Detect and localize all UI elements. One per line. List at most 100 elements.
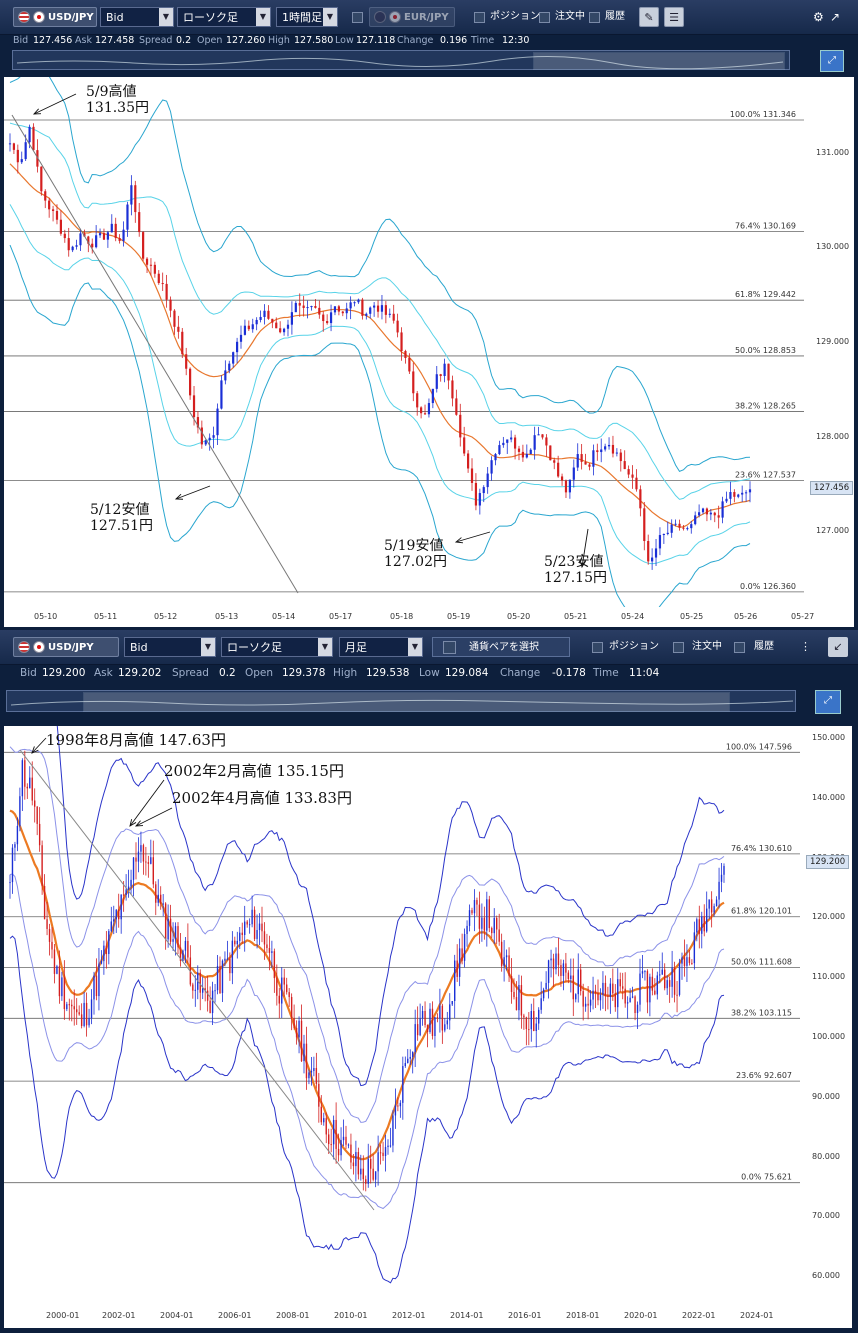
candle-body <box>419 1018 421 1036</box>
indicator-list-icon[interactable]: ☰ <box>664 7 684 27</box>
candle-body <box>221 960 224 994</box>
x-tick-label: 05-24 <box>621 612 645 621</box>
candle-body <box>513 991 515 998</box>
candle-body <box>164 903 167 940</box>
candle-body <box>181 331 184 355</box>
candle-body <box>19 796 21 826</box>
price-chart-area[interactable]: 100.0% 147.596 76.4% 130.610 61.8% 120.101… <box>4 726 800 1306</box>
candle-body <box>541 434 544 438</box>
candle-body <box>278 995 280 1004</box>
zoom-button[interactable]: ⤢ <box>815 690 841 714</box>
candle-body <box>293 1018 295 1028</box>
candle-body <box>28 126 31 143</box>
period-dropdown[interactable]: 月足 ▼ <box>339 637 423 657</box>
candle-body <box>629 997 631 1003</box>
chart-type-dropdown[interactable]: ローソク足 ▼ <box>221 637 333 657</box>
candle-body <box>177 326 180 332</box>
candle-body <box>382 1152 384 1157</box>
arrowhead-icon <box>454 537 464 544</box>
candle-body <box>488 899 490 929</box>
candle-body <box>130 185 133 205</box>
candle-body <box>510 975 513 992</box>
candle-body <box>656 975 658 995</box>
orders-checkbox[interactable] <box>539 12 550 23</box>
candle-body <box>369 307 372 314</box>
fib-label-4: 38.2% 103.115 <box>731 1008 792 1017</box>
candle-body <box>276 978 278 996</box>
chart-navigator[interactable] <box>12 50 790 70</box>
candle-body <box>661 969 663 975</box>
candle-body <box>439 374 442 377</box>
price-chart-area[interactable]: 100.0% 131.346 76.4% 130.169 61.8% 129.442… <box>4 77 804 607</box>
change-value: 0.196 <box>440 35 468 46</box>
compare-symbol-selector[interactable]: EUR/JPY <box>369 7 455 27</box>
zoom-button[interactable]: ⤢ <box>820 50 844 72</box>
candle-body <box>244 921 246 935</box>
candle-body <box>122 894 125 896</box>
y-tick-label: 150.000 <box>812 732 846 742</box>
x-tick-label: 2020-01 <box>624 1311 658 1320</box>
candle-body <box>444 1024 446 1031</box>
drawing-tool-icon[interactable]: ✎ <box>639 7 659 27</box>
candle-body <box>420 407 423 414</box>
candle-body <box>100 961 103 964</box>
candle-body <box>214 990 216 992</box>
x-tick-label: 2002-01 <box>102 1311 136 1320</box>
period-dropdown[interactable]: 1時間足 ▼ <box>276 7 338 27</box>
chart-type-dropdown[interactable]: ローソク足 ▼ <box>177 7 271 27</box>
candle-body <box>681 957 683 964</box>
candle-body <box>500 941 503 967</box>
positions-checkbox[interactable] <box>592 642 603 653</box>
compare-checkbox[interactable] <box>352 12 363 23</box>
candle-body <box>678 963 681 995</box>
candle-body <box>90 999 93 1019</box>
history-checkbox[interactable] <box>589 12 600 23</box>
history-checkbox[interactable] <box>734 642 745 653</box>
fib-label-3: 50.0% 111.608 <box>731 958 792 967</box>
candle-body <box>337 1148 340 1156</box>
candle-body <box>251 909 253 925</box>
candle-body <box>545 982 547 990</box>
candle-body <box>273 951 276 979</box>
candle-body <box>63 977 66 1010</box>
candle-body <box>325 1118 327 1135</box>
candle-body <box>31 777 33 801</box>
navigator-window[interactable] <box>533 52 785 70</box>
candle-body <box>142 232 145 259</box>
candle-body <box>259 316 262 320</box>
pair-select-checkbox[interactable] <box>443 641 456 654</box>
candle-body <box>535 1023 537 1031</box>
orders-label: 注文中 <box>692 641 722 652</box>
bollinger-band-4 <box>9 809 725 1161</box>
candle-body <box>157 894 159 903</box>
candle-body <box>353 302 356 304</box>
chart-navigator[interactable] <box>6 690 796 712</box>
hourly-candlestick-chart[interactable]: 100.0% 131.346 76.4% 130.169 61.8% 129.442… <box>4 77 804 607</box>
symbol-selector[interactable]: USD/JPY <box>13 637 119 657</box>
monthly-candlestick-chart[interactable]: 100.0% 147.596 76.4% 130.610 61.8% 120.101… <box>4 726 800 1306</box>
symbol-selector[interactable]: USD/JPY <box>13 7 97 27</box>
candle-body <box>431 388 434 404</box>
candle-body <box>683 957 686 966</box>
popout-icon[interactable]: ↗ <box>830 10 841 24</box>
candle-body <box>545 437 548 446</box>
menu-icon[interactable]: ⋮ <box>800 640 811 653</box>
candle-body <box>192 395 196 418</box>
candle-body <box>76 1009 78 1013</box>
price-type-dropdown[interactable]: Bid ▼ <box>100 7 174 27</box>
gear-icon[interactable]: ⚙ <box>813 10 824 24</box>
current-price-badge: 127.456 <box>810 481 854 496</box>
candle-body <box>177 926 179 948</box>
positions-checkbox[interactable] <box>474 12 485 23</box>
candle-body <box>103 945 105 962</box>
pair-select-button[interactable]: 通貨ペアを選択 <box>432 637 570 657</box>
candle-body <box>474 482 478 506</box>
price-type-dropdown[interactable]: Bid ▼ <box>124 637 216 657</box>
candle-body <box>446 1020 448 1025</box>
popout-icon[interactable]: ↙ <box>828 637 848 657</box>
navigator-window[interactable] <box>83 692 730 712</box>
candle-body <box>399 1102 402 1107</box>
candle-body <box>580 454 583 462</box>
orders-checkbox[interactable] <box>673 642 684 653</box>
candle-body <box>283 977 285 985</box>
